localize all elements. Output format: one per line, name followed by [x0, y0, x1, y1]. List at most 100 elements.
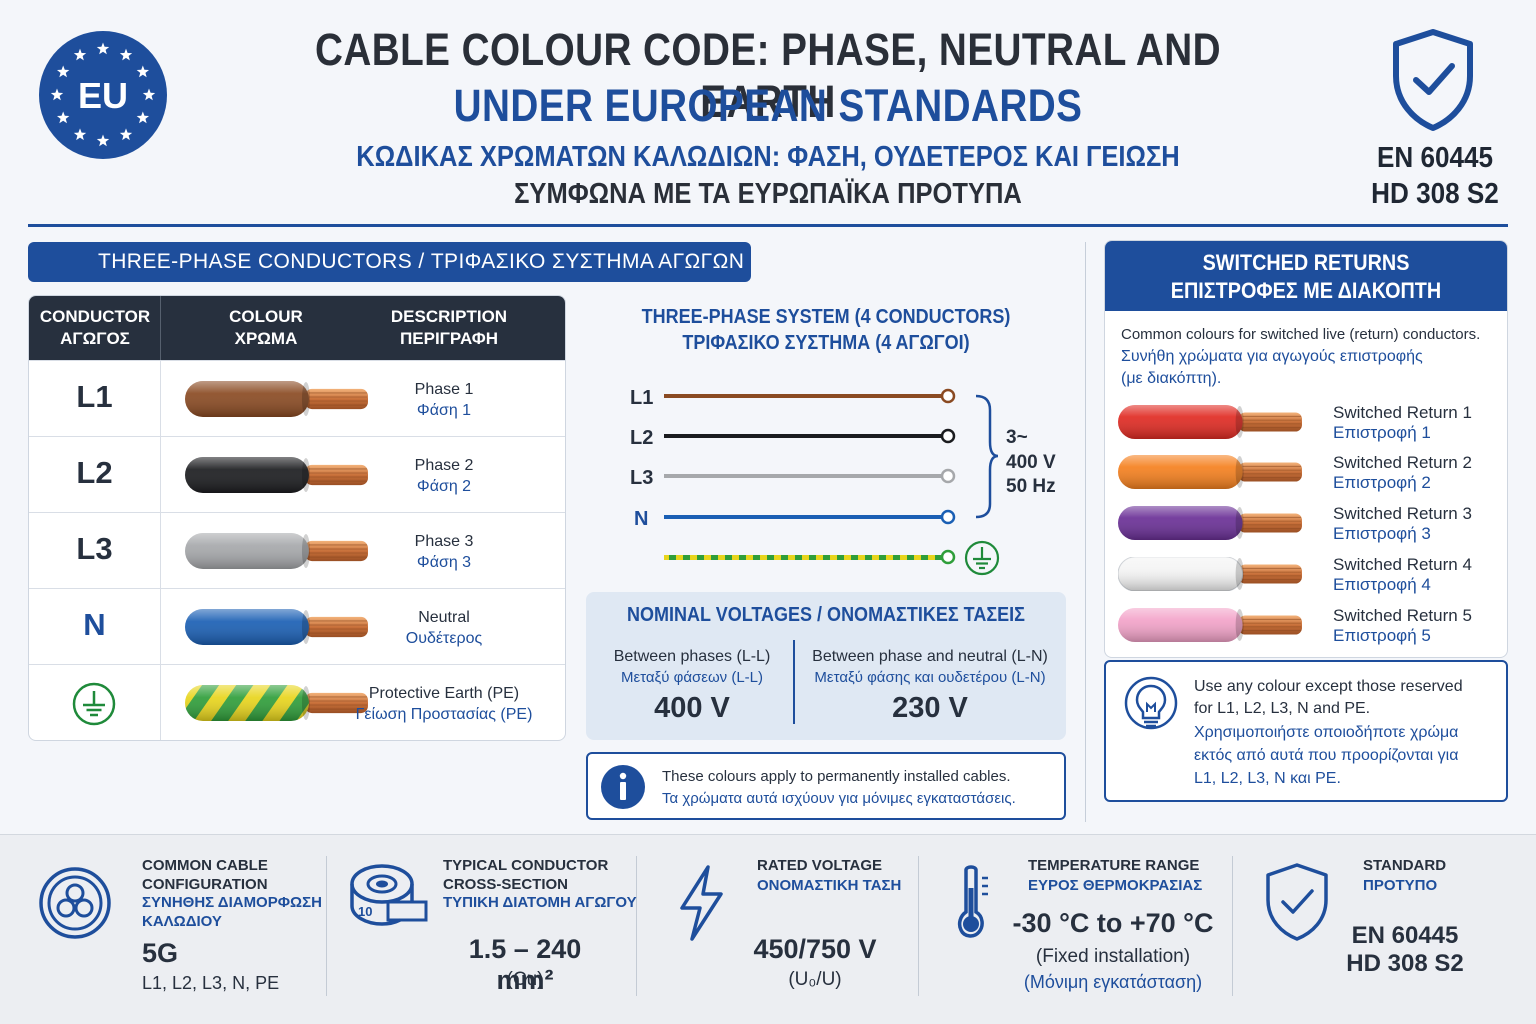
footer-divider: [918, 856, 919, 996]
title-greek-line-2: ΣΥΜΦΩΝΑ ΜΕ ΤΑ ΕΥΡΩΠΑΪΚΑ ΠΡΟΤΥΠΑ: [514, 178, 1022, 210]
diagram-title-gr: ΤΡΙΦΑΣΙΚΟ ΣΥΣΤΗΜΑ (4 ΑΓΩΓΟΙ): [682, 332, 970, 354]
return-label-en: Switched Return 1: [1333, 403, 1472, 422]
return-label-en: Switched Return 3: [1333, 504, 1472, 523]
star-icon: [96, 134, 110, 147]
description-en: Phase 1: [414, 381, 474, 398]
title-english-line-2: UNDER EUROPEAN STANDARDS: [453, 80, 1083, 131]
return-label-gr: Επιστροφή 3: [1333, 524, 1431, 543]
standard-code-2: HD 308 S2: [1371, 178, 1499, 210]
tip-text-en: Use any colour except those reserved: [1194, 678, 1463, 695]
line-label: L1: [630, 387, 653, 409]
star-icon: [96, 42, 110, 55]
description-en: Phase 2: [414, 457, 474, 474]
bracket: [975, 394, 999, 519]
measuring-tape-icon: 10: [350, 864, 428, 926]
return-label-en: Switched Return 2: [1333, 453, 1472, 472]
star-icon: [136, 111, 150, 124]
config-label-gr: ΣΥΝΗΘΗΣ ΔΙΑΜΟΡΦΩΣΗ: [142, 894, 322, 911]
svg-text:10: 10: [358, 904, 372, 919]
title-english-line-1: CABLE COLOUR CODE: PHASE, NEUTRAL AND EA…: [314, 24, 1222, 127]
voltage-notation: (U₀/U): [788, 969, 842, 990]
nominal-voltages-title: NOMINAL VOLTAGES / ΟΝΟΜΑΣΤΙΚΕΣ ΤΑΣΕΙΣ: [627, 604, 1025, 626]
switched-returns-title-en: SWITCHED RETURNS: [1202, 250, 1410, 275]
lightbulb-icon: [1124, 676, 1178, 730]
table-row: N Neutral Ουδέτερος: [29, 588, 565, 665]
pink-wire-icon: [1118, 608, 1302, 642]
description-gr: Φάση 1: [416, 402, 472, 419]
temperature-label-gr: ΕΥΡΟΣ ΘΕΡΜΟΚΡΑΣΙΑΣ: [1028, 877, 1203, 894]
supply-frequency: 50 Hz: [1006, 476, 1056, 497]
return-label-gr: Επιστροφή 5: [1333, 626, 1431, 645]
table-row: Protective Earth (PE) Γείωση Προστασίας …: [29, 664, 565, 740]
tip-text-gr: Χρησιμοποιήστε οποιοδήποτε χρώμα: [1194, 724, 1459, 741]
temperature-label-en: TEMPERATURE RANGE: [1028, 857, 1200, 874]
tip-box: [1104, 660, 1508, 802]
header-colour-en: COLOUR: [229, 307, 303, 326]
return-label-gr: Επιστροφή 2: [1333, 473, 1431, 492]
table-row: L3 Phase 3 Φάση 3: [29, 512, 565, 589]
conductor-code: L2: [76, 455, 113, 490]
description-gr: Φάση 3: [416, 554, 472, 571]
description-en: Phase 3: [414, 533, 474, 550]
grey-wire-icon: [185, 533, 368, 569]
table-row: L1 Phase 1 Φάση 1: [29, 360, 565, 437]
table-row: L2 Phase 2 Φάση 2: [29, 436, 565, 513]
supply-phases: 3~: [1006, 427, 1028, 448]
shield-check-icon: [1266, 863, 1328, 941]
info-text-en: These colours apply to permanently insta…: [662, 768, 1011, 785]
title-greek-line-1: ΚΩΔΙΚΑΣ ΧΡΩΜΑΤΩΝ ΚΑΛΩΔΙΩΝ: ΦΑΣΗ, ΟΥΔΕΤΕΡ…: [356, 141, 1180, 173]
header-conductor: CONDUCTOR ΑΓΩΓΟΣ: [29, 306, 161, 350]
tip-text-gr: L1, L2, L3, N και PE.: [1194, 770, 1341, 787]
star-icon: [73, 48, 87, 61]
nominal-voltages-panel: [586, 592, 1066, 740]
terminal: [940, 468, 956, 484]
diagram-title-en: THREE-PHASE SYSTEM (4 CONDUCTORS): [641, 306, 1011, 328]
line-to-neutral-label-en: Between phase and neutral (L-N): [812, 648, 1048, 665]
header-conductor-gr: ΑΓΩΓΟΣ: [60, 329, 130, 348]
tip-text-en: for L1, L2, L3, N and PE.: [1194, 700, 1371, 717]
star-icon: [56, 65, 70, 78]
terminal: [940, 549, 956, 565]
line-to-line-label-gr: Μεταξύ φάσεων (L-L): [620, 669, 764, 686]
standard-code-1: EN 60445: [1376, 142, 1494, 174]
footer-divider: [636, 856, 637, 996]
eu-badge-text: EU: [78, 75, 128, 116]
supply-voltage: 400 V: [1006, 452, 1056, 473]
header-conductor-en: CONDUCTOR: [39, 307, 151, 326]
brown-wire-icon: [185, 381, 368, 417]
info-note-box: [586, 752, 1066, 820]
star-icon: [119, 128, 133, 141]
list-item: Switched Return 1 Επιστροφή 1: [1118, 403, 1498, 453]
description-gr: Ουδέτερος: [405, 630, 483, 647]
line-to-line-value: 400 V: [654, 692, 730, 724]
earth-icon: [72, 682, 116, 726]
list-item: Switched Return 4 Επιστροφή 4: [1118, 555, 1498, 605]
eu-flag-icon: EU: [39, 31, 167, 159]
standard-value-2: HD 308 S2: [1346, 950, 1464, 977]
header-colour: COLOUR ΧΡΩΜΑ: [161, 306, 371, 350]
terminal: [940, 428, 956, 444]
section-value: 1.5 – 240 mm²: [468, 934, 582, 995]
three-phase-diagram: L1 L2 L3 N: [630, 387, 1000, 576]
line-to-neutral-label-gr: Μεταξύ φάσης και ουδετέρου (L-N): [814, 669, 1046, 686]
white-wire-icon: [1118, 557, 1302, 591]
earth-line: [664, 555, 942, 560]
star-icon: [119, 48, 133, 61]
temperature-note-gr: (Μόνιμη εγκατάσταση): [1023, 972, 1203, 992]
line-label: L3: [630, 467, 653, 489]
voltage-value: 450/750 V: [753, 934, 877, 964]
table-header: CONDUCTOR ΑΓΩΓΟΣ COLOUR ΧΡΩΜΑ DESCRIPTIO…: [29, 296, 565, 360]
red-wire-icon: [1118, 405, 1302, 439]
config-label-en: CONFIGURATION: [142, 876, 268, 893]
shield-check-icon: [1393, 29, 1473, 131]
footer-divider: [1232, 856, 1233, 996]
description-gr: Γείωση Προστασίας (PE): [355, 706, 533, 723]
switched-returns-title-gr: ΕΠΙΣΤΡΟΦΕΣ ΜΕ ΔΙΑΚΟΠΤΗ: [1170, 278, 1442, 303]
conductor-code: L1: [76, 379, 113, 414]
config-label-en: COMMON CABLE: [142, 857, 268, 874]
star-icon: [50, 88, 64, 101]
line-to-line-label-en: Between phases (L-L): [613, 648, 771, 665]
list-item: Switched Return 2 Επιστροφή 2: [1118, 453, 1498, 503]
config-conductors: L1, L2, L3, N, PE: [142, 973, 280, 993]
description-gr: Φάση 2: [416, 478, 472, 495]
